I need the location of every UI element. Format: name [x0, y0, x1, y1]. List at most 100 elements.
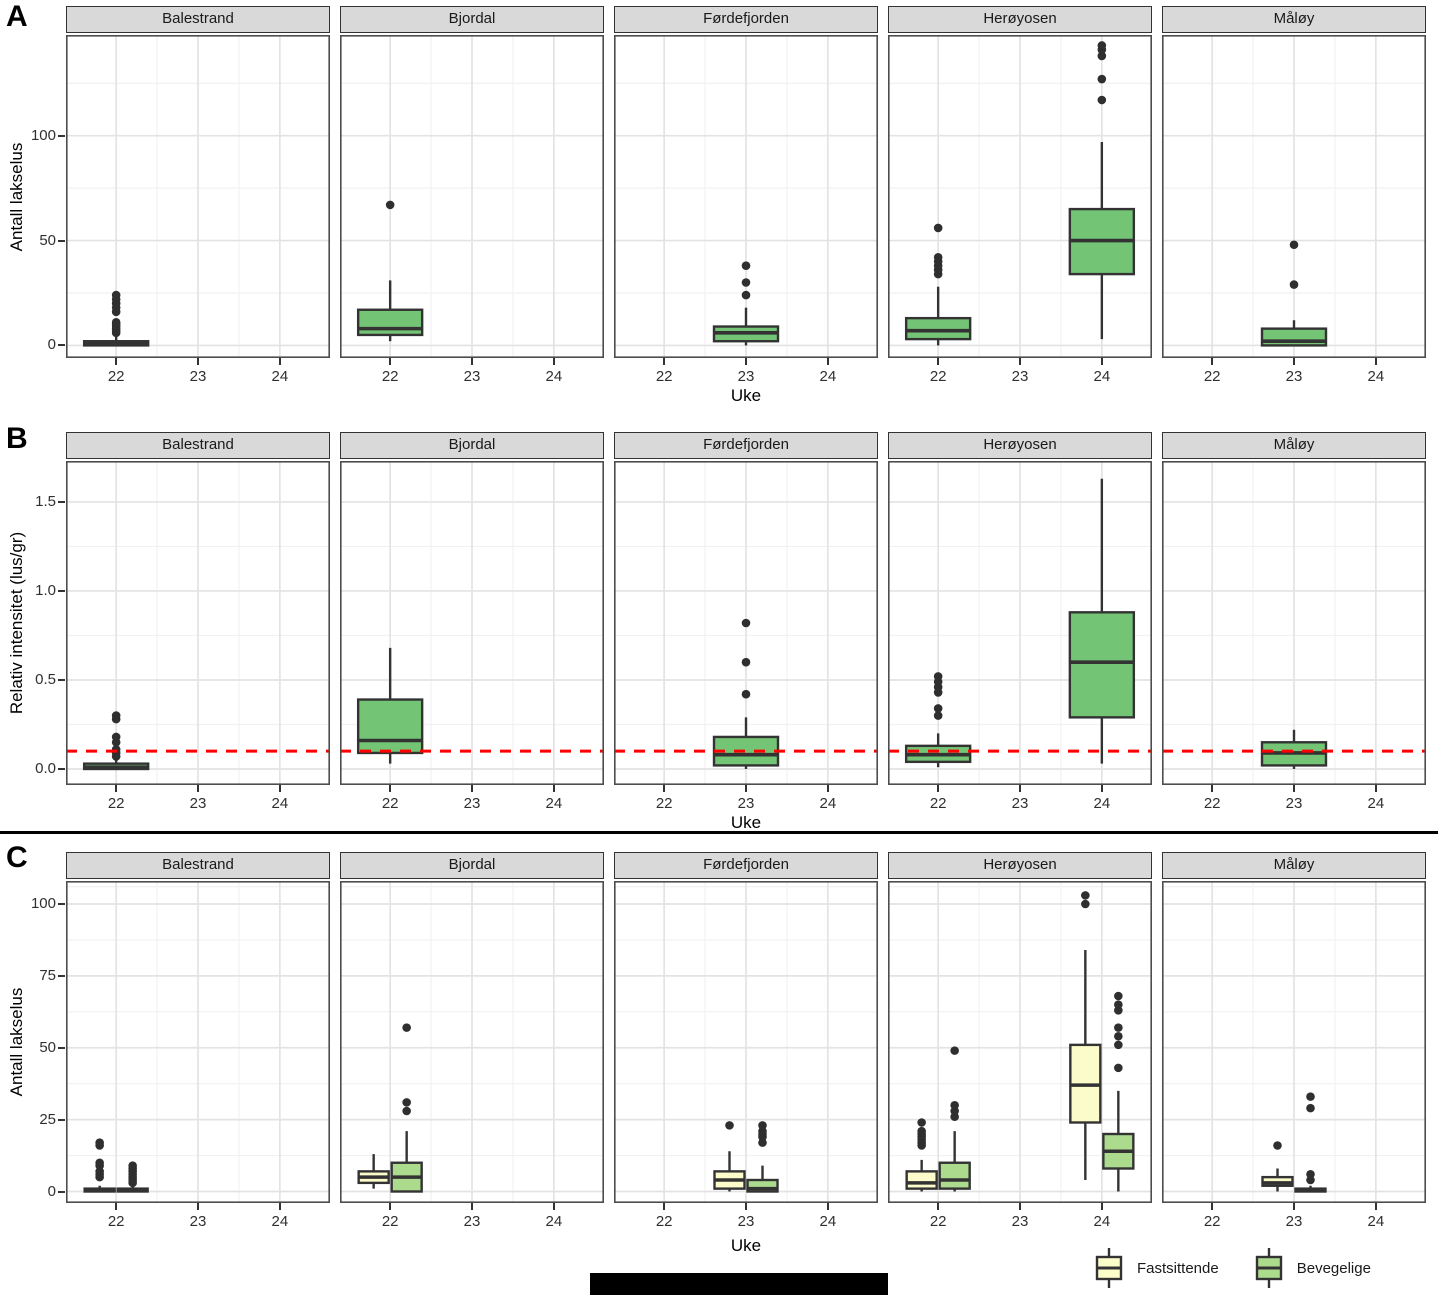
x-tick-label: 22	[381, 368, 399, 385]
y-tick-mark	[58, 903, 65, 905]
x-tick-mark	[552, 1203, 555, 1210]
x-tick-mark	[745, 785, 747, 792]
x-tick-mark	[937, 785, 940, 792]
facet-strip: Førdefjorden	[614, 6, 878, 33]
facet-strip: Herøyosen	[888, 6, 1152, 33]
x-tick-label: 23	[1285, 795, 1303, 812]
x-tick-label: 24	[545, 795, 563, 812]
facet-plot	[66, 35, 330, 358]
facet-plot	[1162, 35, 1426, 358]
x-tick-label: 22	[1203, 795, 1221, 812]
x-tick-mark	[115, 358, 118, 365]
x-tick-mark	[115, 785, 118, 792]
facet-strip: Herøyosen	[888, 852, 1152, 879]
y-tick-label: 50	[39, 231, 56, 249]
x-tick-label: 24	[1367, 1213, 1385, 1230]
facet-plot	[340, 35, 604, 358]
y-tick-mark	[58, 1190, 65, 1193]
x-tick-mark	[1211, 1203, 1214, 1210]
panel-letter-a: A	[6, 0, 28, 33]
x-axis-label: Uke	[730, 1236, 762, 1255]
x-tick-mark	[1293, 785, 1295, 792]
facet-strip: Balestrand	[66, 432, 330, 459]
x-tick-mark	[197, 1203, 199, 1210]
panel-letter-b: B	[6, 422, 28, 455]
facet-strip: Førdefjorden	[614, 852, 878, 879]
x-tick-mark	[1019, 358, 1021, 365]
x-tick-mark	[471, 785, 473, 792]
x-tick-mark	[1211, 358, 1214, 365]
facet-plot	[614, 35, 878, 358]
x-tick-mark	[937, 358, 940, 365]
facet-strip: Måløy	[1162, 6, 1426, 33]
x-tick-mark	[552, 785, 555, 792]
x-tick-label: 22	[381, 1213, 399, 1230]
x-tick-mark	[389, 785, 392, 792]
facet-plot	[340, 461, 604, 785]
x-tick-mark	[1211, 785, 1214, 792]
facet-plot	[340, 881, 604, 1203]
x-tick-mark	[197, 785, 199, 792]
x-tick-label: 24	[271, 1213, 289, 1230]
x-tick-label: 22	[107, 368, 125, 385]
y-tick-mark	[58, 1118, 65, 1121]
x-tick-label: 22	[655, 1213, 673, 1230]
facet-strip: Balestrand	[66, 6, 330, 33]
y-tick-label: 100	[30, 895, 56, 912]
x-tick-mark	[1100, 785, 1103, 792]
y-tick-mark	[58, 974, 65, 977]
legend: Fastsittende Bevegelige	[1093, 1244, 1371, 1292]
redacted-text-bar	[590, 1273, 888, 1295]
x-tick-label: 23	[1285, 1213, 1303, 1230]
legend-item: Fastsittende	[1093, 1244, 1219, 1292]
y-tick-label: 25	[39, 1110, 56, 1128]
x-tick-mark	[1100, 1203, 1103, 1210]
legend-item: Bevegelige	[1253, 1244, 1371, 1292]
x-tick-mark	[1019, 785, 1021, 792]
y-tick-label: 0	[47, 336, 56, 354]
x-tick-mark	[278, 785, 281, 792]
x-tick-mark	[826, 1203, 829, 1210]
facet-strip: Herøyosen	[888, 432, 1152, 459]
x-tick-label: 22	[655, 795, 673, 812]
x-tick-label: 22	[1203, 368, 1221, 385]
x-tick-label: 24	[1367, 795, 1385, 812]
y-tick-mark	[58, 1046, 65, 1049]
x-tick-mark	[826, 785, 829, 792]
legend-item-label: Bevegelige	[1296, 1259, 1371, 1277]
y-tick-mark	[58, 500, 65, 503]
x-tick-label: 24	[819, 1213, 837, 1230]
x-tick-label: 23	[463, 795, 481, 812]
x-tick-label: 24	[271, 795, 289, 812]
x-tick-mark	[745, 1203, 747, 1210]
x-tick-label: 23	[189, 795, 207, 812]
x-tick-label: 23	[1011, 1213, 1029, 1230]
facet-plot	[614, 461, 878, 785]
facet-strip: Bjordal	[340, 432, 604, 459]
x-tick-mark	[278, 358, 281, 365]
y-tick-label: 0.0	[35, 759, 56, 777]
facet-plot	[614, 881, 878, 1203]
x-tick-label: 22	[929, 1213, 947, 1230]
x-tick-mark	[663, 358, 666, 365]
y-tick-mark	[58, 589, 65, 592]
x-tick-label: 24	[545, 1213, 563, 1230]
x-tick-mark	[115, 1203, 118, 1210]
x-tick-label: 22	[1203, 1213, 1221, 1230]
x-tick-mark	[826, 358, 829, 365]
x-tick-label: 23	[737, 1213, 755, 1230]
x-tick-label: 23	[463, 368, 481, 385]
x-tick-mark	[389, 358, 392, 365]
x-tick-mark	[663, 785, 666, 792]
x-tick-mark	[471, 358, 473, 365]
y-tick-label: 0.5	[35, 670, 56, 688]
y-tick-mark	[58, 239, 65, 242]
x-tick-label: 22	[929, 795, 947, 812]
x-tick-mark	[1100, 358, 1103, 365]
facet-plot	[888, 881, 1152, 1203]
facet-plot	[888, 461, 1152, 785]
y-tick-label: 1.0	[35, 581, 56, 599]
x-axis-label: Uke	[730, 386, 762, 405]
x-tick-mark	[1374, 1203, 1377, 1210]
